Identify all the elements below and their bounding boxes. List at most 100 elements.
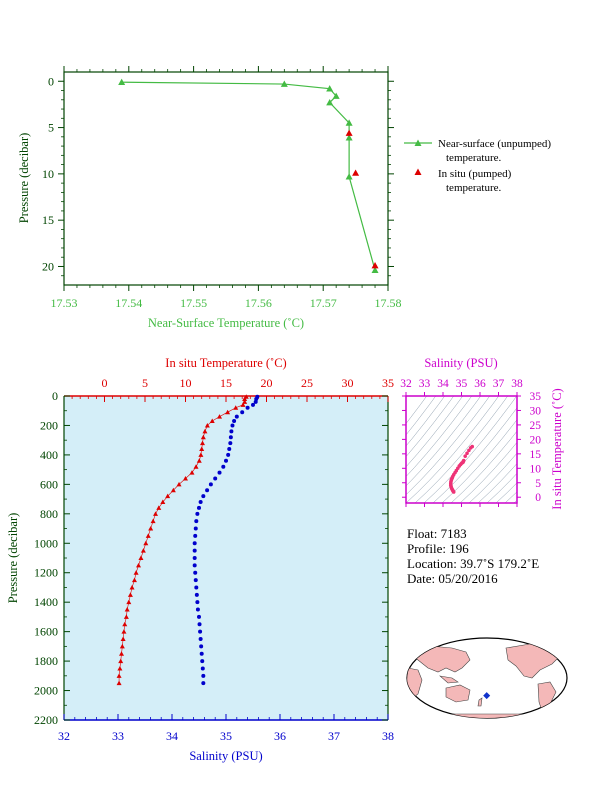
salinity-point: [227, 447, 232, 452]
salinity-point: [195, 511, 200, 516]
temperature-point: [209, 418, 215, 424]
profile-chart: 32 33 34 35 36 37 38 0 5 10 15 20 25 30 35 0 200 400 600…: [6, 356, 394, 763]
temperature-point: [189, 470, 195, 475]
map-indonesia: [439, 675, 459, 684]
in-situ-point: [371, 262, 379, 269]
temperature-point: [240, 402, 246, 407]
near-surface-point: [371, 266, 379, 273]
near-surface-point: [345, 134, 353, 141]
temperature-tick-label: 30: [342, 376, 354, 390]
ts-point: [465, 451, 469, 456]
ts-isopycnal: [406, 396, 500, 503]
temperature-point: [126, 599, 132, 605]
ts-isopycnal: [477, 463, 517, 503]
salinity-point: [193, 533, 198, 538]
temperature-tick-label: 10: [180, 376, 192, 390]
temperature-point: [150, 518, 156, 524]
salinity-point: [194, 519, 199, 524]
legend-in-situ-marker: [414, 168, 422, 175]
ts-point: [463, 454, 468, 458]
temperature-point: [145, 533, 151, 538]
temperature-point: [116, 680, 122, 686]
temperature-tick-label: 25: [301, 376, 313, 390]
temperature-point: [170, 487, 176, 493]
temperature-point: [165, 493, 171, 499]
bottom-plot-area: [64, 396, 388, 720]
temperature-point: [183, 475, 188, 481]
ts-x-tick-label: 33: [419, 378, 431, 390]
ts-y-tick-label: 30: [530, 405, 542, 417]
salinity-point: [192, 556, 197, 560]
top-y-tick-label: 10: [42, 167, 54, 181]
temperature-point: [117, 665, 123, 671]
salinity-point: [205, 488, 210, 493]
salinity-point: [240, 410, 245, 415]
profile-number: Profile: 196: [407, 541, 469, 556]
temperature-point: [136, 562, 142, 568]
temperature-point: [156, 505, 162, 510]
ts-x-tick-label: 38: [511, 378, 523, 390]
ts-points-layer: [448, 444, 475, 494]
temperature-point: [233, 405, 239, 410]
salinity-tick-label: 34: [166, 729, 178, 743]
ts-isopycnal: [450, 430, 517, 503]
salinity-point: [197, 614, 201, 619]
temperature-point: [127, 592, 133, 597]
salinity-point: [224, 458, 228, 463]
ts-x-tick-label: 34: [437, 378, 449, 390]
salinity-axis-ticks: 32 33 34 35 36 37 38: [58, 714, 394, 743]
salinity-point: [200, 666, 205, 671]
salinity-point: [221, 464, 226, 469]
salinity-point: [195, 600, 200, 605]
float-info: Float: 7183 Profile: 196 Location: 39.7˚…: [407, 526, 539, 586]
salinity-point: [192, 563, 197, 568]
salinity-point: [193, 526, 198, 531]
salinity-point: [226, 452, 231, 457]
ts-isopycnal: [414, 396, 509, 503]
ts-isopycnal: [406, 396, 437, 436]
legend-in-situ-label: In situ (pumped): [438, 168, 512, 180]
temperature-point: [217, 414, 223, 419]
pressure-axis-ticks: 0 200 400 600 800 1000 1200 1400 1600 1800 2000 220…: [34, 389, 388, 727]
salinity-point: [197, 622, 202, 627]
ts-isopycnal: [406, 396, 473, 477]
top-x-tick-label: 17.57: [310, 296, 337, 310]
salinity-point: [201, 673, 206, 678]
temperature-point: [123, 614, 129, 619]
near-surface-point: [345, 173, 353, 180]
temperature-tick-label: 0: [102, 376, 108, 390]
ts-isopycnal: [406, 396, 446, 447]
temperature-point: [118, 658, 124, 664]
temperature-point: [120, 636, 126, 641]
pressure-tick-label: 1600: [34, 625, 58, 639]
salinity-tick-label: 36: [274, 729, 286, 743]
temperature-point: [200, 440, 206, 446]
temperature-point: [176, 481, 182, 487]
temperature-point: [119, 651, 125, 656]
ts-y-tick-label: 35: [530, 391, 542, 403]
temperature-point: [200, 434, 206, 440]
temperature-point: [138, 555, 144, 560]
temperature-axis-label: In situ Temperature (˚C): [165, 356, 286, 370]
profile-series-layer: [116, 394, 260, 686]
temperature-point: [124, 607, 130, 612]
map-australia: [445, 684, 471, 703]
top-plot-area: [63, 71, 389, 286]
ts-isopycnal: [486, 473, 517, 503]
legend-near-surface-label: Near-surface (unpumped): [438, 138, 551, 150]
salinity-point: [232, 419, 237, 424]
ts-isopycnal: [495, 482, 517, 503]
salinity-point: [234, 414, 239, 419]
location: Location: 39.7˚S 179.2˚E: [407, 556, 539, 571]
temperature-tick-label: 5: [142, 376, 148, 390]
salinity-point: [229, 429, 234, 434]
pressure-tick-label: 0: [52, 389, 58, 403]
near-surface-point: [280, 80, 288, 87]
salinity-point: [194, 592, 199, 597]
pressure-tick-label: 800: [40, 507, 58, 521]
salinity-axis-label: Salinity (PSU): [189, 749, 262, 763]
ts-y-tick-label: 0: [535, 492, 541, 504]
ts-isopycnal: [406, 396, 482, 487]
salinity-point: [253, 399, 258, 404]
ts-x-tick-label: 35: [456, 378, 468, 390]
